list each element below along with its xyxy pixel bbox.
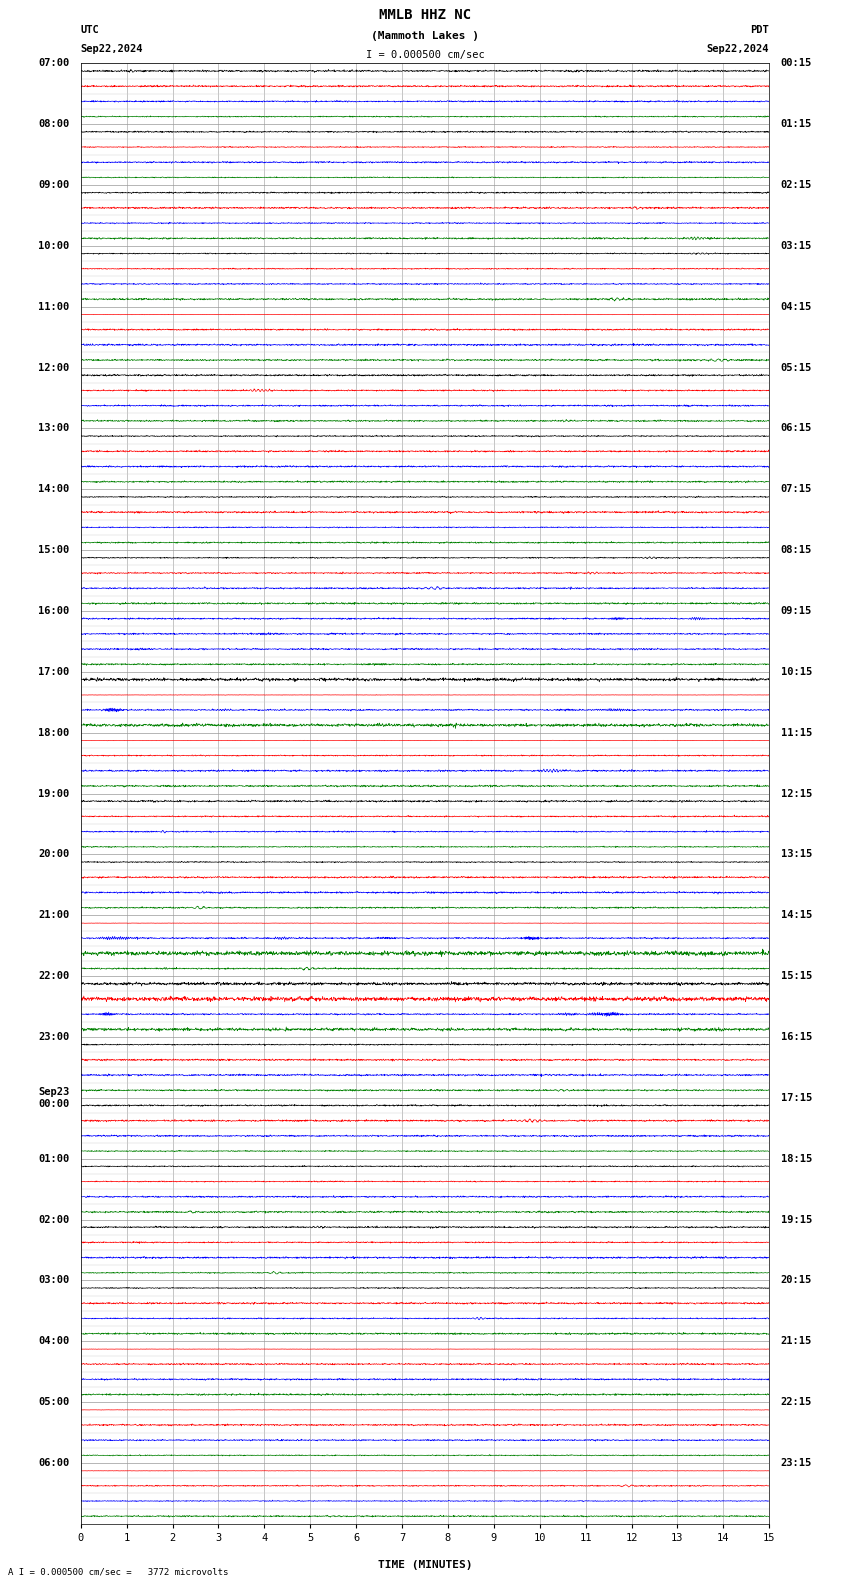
Text: 07:15: 07:15: [780, 485, 812, 494]
Text: 10:00: 10:00: [38, 241, 70, 250]
Text: 09:00: 09:00: [38, 181, 70, 190]
Text: 17:15: 17:15: [780, 1093, 812, 1102]
Text: 23:15: 23:15: [780, 1457, 812, 1468]
Text: 14:00: 14:00: [38, 485, 70, 494]
Text: 08:00: 08:00: [38, 119, 70, 130]
Text: 16:15: 16:15: [780, 1033, 812, 1042]
Text: 11:00: 11:00: [38, 303, 70, 312]
Text: 01:15: 01:15: [780, 119, 812, 130]
Text: 02:00: 02:00: [38, 1215, 70, 1224]
Text: A I = 0.000500 cm/sec =   3772 microvolts: A I = 0.000500 cm/sec = 3772 microvolts: [8, 1567, 229, 1576]
Text: 05:00: 05:00: [38, 1397, 70, 1407]
Text: 13:15: 13:15: [780, 849, 812, 860]
Text: (Mammoth Lakes ): (Mammoth Lakes ): [371, 32, 479, 41]
Text: 08:15: 08:15: [780, 545, 812, 554]
Text: 06:15: 06:15: [780, 423, 812, 434]
Text: 20:00: 20:00: [38, 849, 70, 860]
Text: 10:15: 10:15: [780, 667, 812, 676]
Text: PDT: PDT: [751, 25, 769, 35]
Text: 02:15: 02:15: [780, 181, 812, 190]
Text: 19:00: 19:00: [38, 789, 70, 798]
X-axis label: TIME (MINUTES): TIME (MINUTES): [377, 1560, 473, 1570]
Text: 15:15: 15:15: [780, 971, 812, 980]
Text: 03:15: 03:15: [780, 241, 812, 250]
Text: 03:00: 03:00: [38, 1275, 70, 1285]
Text: 22:15: 22:15: [780, 1397, 812, 1407]
Text: 09:15: 09:15: [780, 607, 812, 616]
Text: 00:15: 00:15: [780, 59, 812, 68]
Text: 23:00: 23:00: [38, 1033, 70, 1042]
Text: 19:15: 19:15: [780, 1215, 812, 1224]
Text: Sep22,2024: Sep22,2024: [706, 44, 769, 54]
Text: 20:15: 20:15: [780, 1275, 812, 1285]
Text: MMLB HHZ NC: MMLB HHZ NC: [379, 8, 471, 22]
Text: 18:00: 18:00: [38, 727, 70, 738]
Text: 04:00: 04:00: [38, 1337, 70, 1346]
Text: 22:00: 22:00: [38, 971, 70, 980]
Text: 16:00: 16:00: [38, 607, 70, 616]
Text: 17:00: 17:00: [38, 667, 70, 676]
Text: 06:00: 06:00: [38, 1457, 70, 1468]
Text: 12:15: 12:15: [780, 789, 812, 798]
Text: UTC: UTC: [81, 25, 99, 35]
Text: 18:15: 18:15: [780, 1153, 812, 1164]
Text: 21:15: 21:15: [780, 1337, 812, 1346]
Text: 14:15: 14:15: [780, 911, 812, 920]
Text: 07:00: 07:00: [38, 59, 70, 68]
Text: 12:00: 12:00: [38, 363, 70, 372]
Text: 04:15: 04:15: [780, 303, 812, 312]
Text: 15:00: 15:00: [38, 545, 70, 554]
Text: 01:00: 01:00: [38, 1153, 70, 1164]
Text: Sep23
00:00: Sep23 00:00: [38, 1087, 70, 1109]
Text: Sep22,2024: Sep22,2024: [81, 44, 144, 54]
Text: I = 0.000500 cm/sec: I = 0.000500 cm/sec: [366, 51, 484, 60]
Text: 11:15: 11:15: [780, 727, 812, 738]
Text: 05:15: 05:15: [780, 363, 812, 372]
Text: 21:00: 21:00: [38, 911, 70, 920]
Text: 13:00: 13:00: [38, 423, 70, 434]
